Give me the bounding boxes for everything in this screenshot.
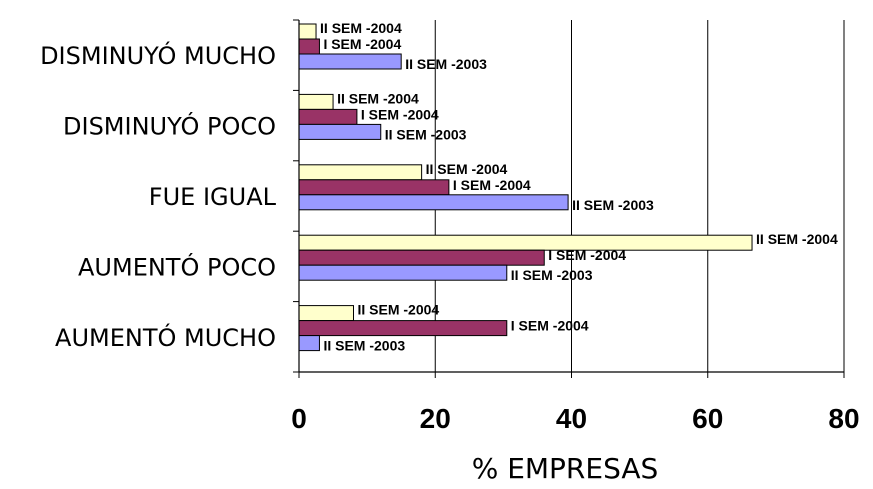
bar-3-series-2 [298,179,450,196]
bar-3-series-3 [298,194,569,211]
bar-label-4-series-1: II SEM -2004 [756,231,838,247]
bar-2-series-3 [298,123,382,140]
category-label-3: FUE IGUAL [149,183,277,211]
bar-label-2-series-3: II SEM -2003 [385,126,467,142]
x-axis-title: % EMPRESAS [472,452,659,485]
bar-label-4-series-3: II SEM -2003 [511,267,593,283]
bar-label-1-series-1: II SEM -2004 [320,20,402,36]
bar-1-series-1 [298,23,317,40]
category-labels: DISMINUYÓ MUCHO DISMINUYÓ POCO FUE IGUAL AU… [40,40,277,352]
bar-label-5-series-1: II SEM -2004 [358,302,440,318]
bar-1-series-2 [298,38,320,55]
bar-label-3-series-2: I SEM -2004 [453,177,531,193]
bar-label-2-series-2: I SEM -2004 [361,106,439,122]
bar-5-series-2 [298,320,508,337]
category-label-1: DISMINUYÓ MUCHO [40,40,276,70]
x-tick-label-60: 60 [692,403,723,434]
bar-label-1-series-3: II SEM -2003 [405,56,487,72]
bar-5-series-3 [298,335,320,352]
bar-label-4-series-2: I SEM -2004 [548,247,626,263]
category-label-2: DISMINUYÓ POCO [63,111,276,141]
bar-1-series-3 [298,53,402,70]
category-label-5: AUMENTÓ MUCHO [55,322,276,352]
bar-label-1-series-2: I SEM -2004 [323,36,401,52]
bar-2-series-1 [298,93,334,110]
bar-4-series-1 [298,234,753,251]
bar-label-2-series-1: II SEM -2004 [337,90,419,106]
x-tick-label-40: 40 [556,403,587,434]
bar-label-5-series-3: II SEM -2003 [323,338,405,354]
bar-label-3-series-1: II SEM -2004 [426,161,508,177]
x-tick-labels: 0 20 40 60 80 [291,403,859,434]
axes [293,19,845,378]
x-tick-label-0: 0 [291,403,307,434]
x-tick-label-20: 20 [420,403,451,434]
bar-3-series-1 [298,164,423,181]
bar-5-series-1 [298,305,354,322]
bar-label-5-series-2: I SEM -2004 [511,318,589,334]
x-tick-label-80: 80 [828,403,859,434]
category-label-4: AUMENTÓ POCO [78,251,276,281]
bar-label-3-series-3: II SEM -2003 [572,197,654,213]
bar-4-series-3 [298,264,508,281]
bar-4-series-2 [298,249,545,266]
bar-2-series-2 [298,108,358,125]
